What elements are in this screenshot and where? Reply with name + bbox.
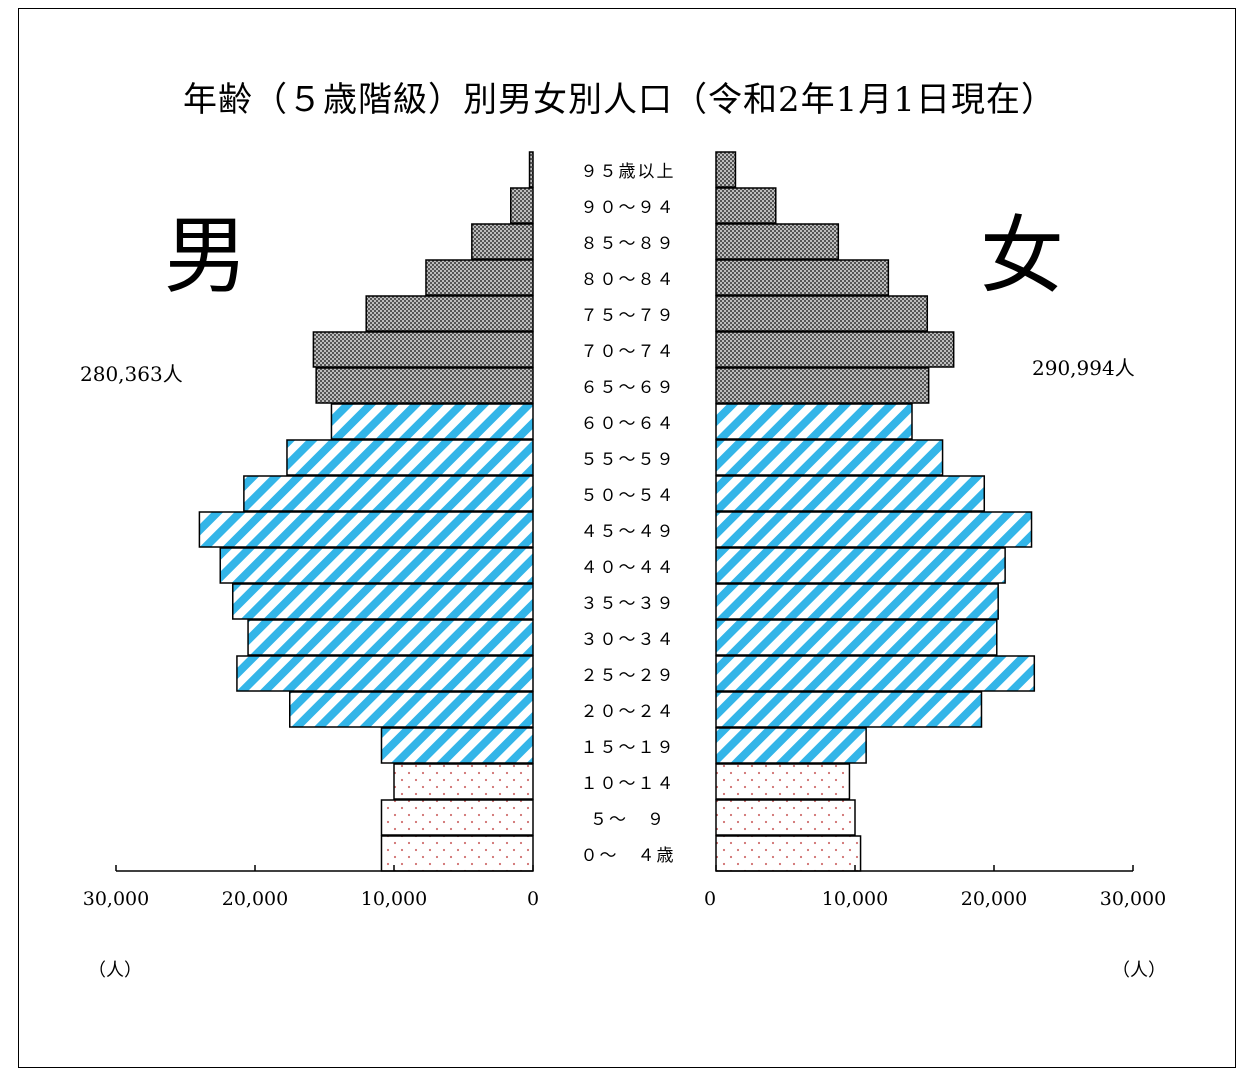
female-bar-15 <box>715 295 929 332</box>
female-bar-10 <box>715 475 986 512</box>
chart-title: 年齢（５歳階級）別男女別人口（令和2年1月1日現在） <box>183 80 1056 120</box>
male-bar-16 <box>425 259 534 296</box>
male-bar-12 <box>330 403 534 440</box>
male-bar-8 <box>219 547 534 584</box>
age-label: ４０～４４ <box>581 558 676 578</box>
age-label: １５～１９ <box>581 738 676 758</box>
male-bar-5 <box>236 655 534 692</box>
age-label: ０～ ４歳 <box>581 846 676 866</box>
age-label: ８０～８４ <box>581 270 676 290</box>
age-label: ５５～５９ <box>581 450 676 470</box>
female-bar-1 <box>715 799 856 836</box>
male-x-tick-label: 0 <box>527 888 539 910</box>
age-label: ３０～３４ <box>581 630 676 650</box>
female-bar-5 <box>715 655 1036 692</box>
female-label: 女 <box>980 207 1065 305</box>
female-x-tick-label: 0 <box>704 888 716 910</box>
male-bar-18 <box>510 187 534 224</box>
female-bar-9 <box>715 511 1033 548</box>
male-bar-0 <box>380 835 534 872</box>
female-bar-18 <box>715 187 777 224</box>
female-bar-14 <box>715 331 955 368</box>
male-bar-14 <box>312 331 534 368</box>
female-bar-16 <box>715 259 890 296</box>
age-label: ２５～２９ <box>581 666 676 686</box>
male-bar-10 <box>243 475 534 512</box>
age-label: ７０～７４ <box>581 342 676 362</box>
age-label: ６０～６４ <box>581 414 676 434</box>
male-total: 280,363人 <box>80 362 183 386</box>
female-bar-17 <box>715 223 840 260</box>
male-x-tick-label: 20,000 <box>222 888 288 910</box>
male-bar-11 <box>286 439 534 476</box>
female-bar-3 <box>715 727 867 764</box>
age-label: ２０～２４ <box>581 702 676 722</box>
female-x-tick-label: 30,000 <box>1100 888 1166 910</box>
male-bar-3 <box>380 727 534 764</box>
male-bar-2 <box>393 763 534 800</box>
male-axis-unit: （人） <box>88 960 142 981</box>
female-bar-0 <box>715 835 862 872</box>
female-axis-unit: （人） <box>1112 960 1166 981</box>
age-label: ９５歳以上 <box>581 162 676 182</box>
male-x-tick-label: 30,000 <box>83 888 149 910</box>
male-bar-15 <box>365 295 534 332</box>
male-bar-6 <box>247 619 534 656</box>
female-bar-11 <box>715 439 944 476</box>
male-bar-19 <box>528 151 534 188</box>
age-label: ５０～５４ <box>581 486 676 506</box>
female-total: 290,994人 <box>1032 356 1135 380</box>
male-label: 男 <box>164 207 249 305</box>
female-bar-19 <box>715 151 737 188</box>
male-bar-9 <box>198 511 534 548</box>
age-label: ７５～７９ <box>581 306 676 326</box>
female-bar-8 <box>715 547 1006 584</box>
female-bar-12 <box>715 403 913 440</box>
male-bar-1 <box>380 799 534 836</box>
male-bar-17 <box>471 223 534 260</box>
age-label: １０～１４ <box>581 774 676 794</box>
age-label: ８５～８９ <box>581 234 676 254</box>
female-x-tick-label: 20,000 <box>961 888 1027 910</box>
male-bar-13 <box>315 367 534 404</box>
age-label: ９０～９４ <box>581 198 676 218</box>
female-bar-7 <box>715 583 999 620</box>
male-x-tick-label: 10,000 <box>361 888 427 910</box>
male-bar-7 <box>232 583 534 620</box>
male-bar-4 <box>289 691 534 728</box>
female-x-tick-label: 10,000 <box>822 888 888 910</box>
age-label: ５～ ９ <box>590 810 666 830</box>
female-bar-6 <box>715 619 998 656</box>
female-bar-2 <box>715 763 851 800</box>
age-label: ４５～４９ <box>581 522 676 542</box>
female-bar-4 <box>715 691 983 728</box>
female-bar-13 <box>715 367 930 404</box>
age-label: ３５～３９ <box>581 594 676 614</box>
age-label: ６５～６９ <box>581 378 676 398</box>
